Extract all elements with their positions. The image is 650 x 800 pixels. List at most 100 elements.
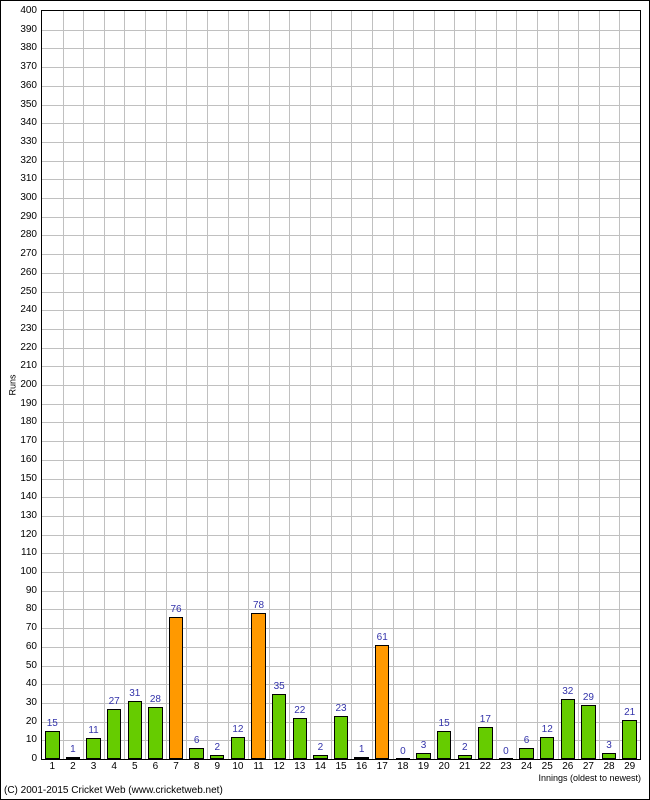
gridline-vertical bbox=[578, 11, 579, 759]
bar-value-label: 3 bbox=[411, 741, 435, 751]
bar-value-label: 35 bbox=[267, 682, 291, 692]
y-tick-label: 390 bbox=[0, 25, 37, 35]
bar bbox=[540, 737, 554, 759]
gridline-horizontal bbox=[42, 591, 640, 592]
gridline-vertical bbox=[619, 11, 620, 759]
y-tick-label: 290 bbox=[0, 212, 37, 222]
y-tick-label: 380 bbox=[0, 43, 37, 53]
gridline-horizontal bbox=[42, 647, 640, 648]
y-tick-label: 350 bbox=[0, 100, 37, 110]
x-tick-label: 10 bbox=[228, 762, 248, 772]
gridline-vertical bbox=[310, 11, 311, 759]
bar bbox=[396, 758, 410, 760]
bar-value-label: 3 bbox=[597, 741, 621, 751]
y-tick-label: 70 bbox=[0, 623, 37, 633]
gridline-horizontal bbox=[42, 67, 640, 68]
y-tick-label: 10 bbox=[0, 735, 37, 745]
y-tick-label: 220 bbox=[0, 343, 37, 353]
gridline-vertical bbox=[496, 11, 497, 759]
bar bbox=[499, 758, 513, 760]
x-tick-label: 22 bbox=[475, 762, 495, 772]
gridline-horizontal bbox=[42, 348, 640, 349]
bar-value-label: 61 bbox=[370, 633, 394, 643]
bar bbox=[66, 757, 80, 759]
bar bbox=[272, 694, 286, 759]
gridline-horizontal bbox=[42, 254, 640, 255]
y-tick-label: 170 bbox=[0, 436, 37, 446]
gridline-horizontal bbox=[42, 385, 640, 386]
gridline-vertical bbox=[269, 11, 270, 759]
x-tick-label: 1 bbox=[42, 762, 62, 772]
y-tick-label: 310 bbox=[0, 174, 37, 184]
gridline-horizontal bbox=[42, 292, 640, 293]
y-tick-label: 280 bbox=[0, 230, 37, 240]
bar bbox=[458, 755, 472, 759]
y-tick-label: 50 bbox=[0, 661, 37, 671]
gridline-horizontal bbox=[42, 628, 640, 629]
gridline-horizontal bbox=[42, 366, 640, 367]
y-tick-label: 190 bbox=[0, 399, 37, 409]
x-tick-label: 18 bbox=[393, 762, 413, 772]
x-tick-label: 24 bbox=[517, 762, 537, 772]
y-tick-label: 60 bbox=[0, 642, 37, 652]
x-tick-label: 15 bbox=[331, 762, 351, 772]
gridline-vertical bbox=[166, 11, 167, 759]
y-tick-label: 210 bbox=[0, 361, 37, 371]
gridline-horizontal bbox=[42, 48, 640, 49]
y-tick-label: 400 bbox=[0, 6, 37, 16]
bar bbox=[416, 753, 430, 759]
gridline-horizontal bbox=[42, 123, 640, 124]
y-tick-label: 0 bbox=[0, 754, 37, 764]
y-tick-label: 320 bbox=[0, 156, 37, 166]
bar bbox=[375, 645, 389, 759]
gridline-vertical bbox=[248, 11, 249, 759]
bar-value-label: 2 bbox=[205, 743, 229, 753]
bar bbox=[169, 617, 183, 759]
gridline-vertical bbox=[413, 11, 414, 759]
gridline-horizontal bbox=[42, 441, 640, 442]
bar-value-label: 11 bbox=[82, 726, 106, 736]
gridline-horizontal bbox=[42, 666, 640, 667]
x-tick-label: 2 bbox=[63, 762, 83, 772]
gridline-horizontal bbox=[42, 684, 640, 685]
gridline-vertical bbox=[393, 11, 394, 759]
x-tick-label: 27 bbox=[578, 762, 598, 772]
gridline-vertical bbox=[145, 11, 146, 759]
bar-value-label: 17 bbox=[473, 715, 497, 725]
y-tick-label: 150 bbox=[0, 474, 37, 484]
y-tick-label: 160 bbox=[0, 455, 37, 465]
gridline-horizontal bbox=[42, 535, 640, 536]
bar-value-label: 15 bbox=[432, 719, 456, 729]
bar-value-label: 22 bbox=[288, 706, 312, 716]
y-tick-label: 90 bbox=[0, 586, 37, 596]
x-tick-label: 8 bbox=[187, 762, 207, 772]
x-tick-label: 4 bbox=[104, 762, 124, 772]
y-tick-label: 270 bbox=[0, 249, 37, 259]
gridline-horizontal bbox=[42, 217, 640, 218]
gridline-horizontal bbox=[42, 609, 640, 610]
bar-value-label: 2 bbox=[308, 743, 332, 753]
gridline-horizontal bbox=[42, 572, 640, 573]
y-tick-label: 80 bbox=[0, 604, 37, 614]
gridline-horizontal bbox=[42, 516, 640, 517]
x-tick-label: 26 bbox=[558, 762, 578, 772]
y-tick-label: 300 bbox=[0, 193, 37, 203]
bar bbox=[251, 613, 265, 759]
bar-value-label: 2 bbox=[453, 743, 477, 753]
y-tick-label: 330 bbox=[0, 137, 37, 147]
gridline-horizontal bbox=[42, 553, 640, 554]
gridline-horizontal bbox=[42, 30, 640, 31]
gridline-vertical bbox=[104, 11, 105, 759]
x-tick-label: 28 bbox=[599, 762, 619, 772]
y-tick-label: 250 bbox=[0, 287, 37, 297]
gridline-horizontal bbox=[42, 273, 640, 274]
bar-value-label: 21 bbox=[618, 708, 642, 718]
y-tick-label: 120 bbox=[0, 530, 37, 540]
x-tick-label: 5 bbox=[125, 762, 145, 772]
gridline-horizontal bbox=[42, 198, 640, 199]
gridline-horizontal bbox=[42, 329, 640, 330]
x-tick-label: 17 bbox=[372, 762, 392, 772]
x-tick-label: 3 bbox=[84, 762, 104, 772]
gridline-vertical bbox=[475, 11, 476, 759]
gridline-vertical bbox=[372, 11, 373, 759]
